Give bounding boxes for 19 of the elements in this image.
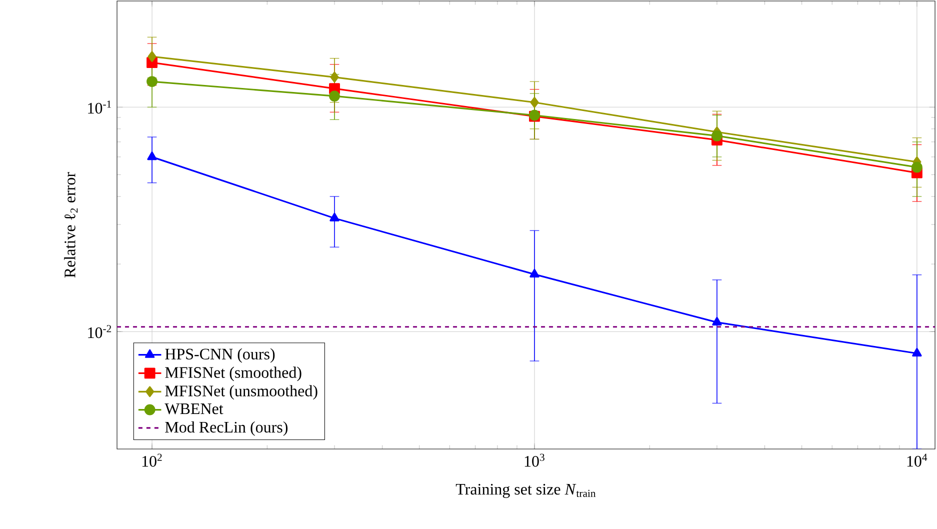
legend-label: MFISNet (unsmoothed) xyxy=(165,385,318,400)
legend-label: WBENet xyxy=(164,404,224,414)
y-tick-label: 10$^{-1}$ xyxy=(88,100,111,114)
y-tick-label: 10$^{-2}$ xyxy=(88,325,112,338)
point xyxy=(148,51,156,62)
point xyxy=(147,151,157,160)
point xyxy=(911,162,922,173)
x-tick-label: 10$^{2}$ xyxy=(142,454,162,467)
point xyxy=(530,268,540,278)
legend-label: MFISNet (smoothed) xyxy=(165,366,302,382)
x-tick-label: 10$^{3}$ xyxy=(524,454,544,467)
legend-label: Mod RecLin (ours) xyxy=(165,421,288,436)
point xyxy=(530,96,539,108)
y-axis-title: Relative ℓ$_{2}$ error xyxy=(64,172,78,278)
x-axis-title: Training set size N$_{train}$ xyxy=(456,484,596,498)
point xyxy=(146,76,158,88)
point xyxy=(912,348,922,357)
legend-label: HPS-CNN (ours) xyxy=(165,348,275,363)
x-tick-label: 10$^{4}$ xyxy=(907,454,928,467)
